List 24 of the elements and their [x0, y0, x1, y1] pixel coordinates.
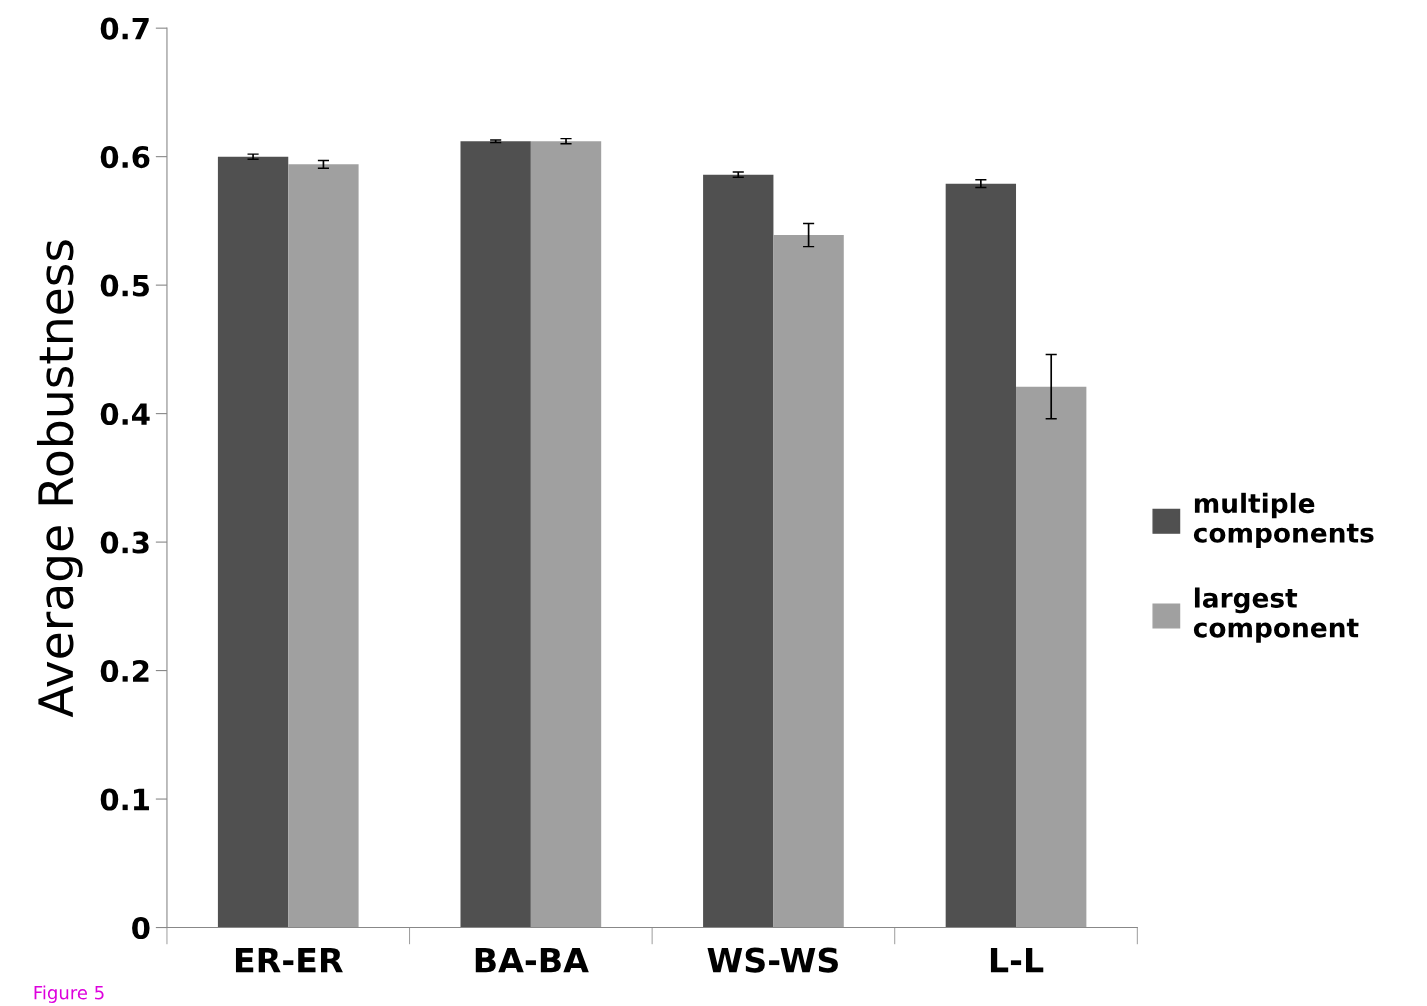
y-tick-label: 0.4 [100, 403, 150, 426]
caption: Figure 5 [34, 985, 104, 1003]
y-tick-label: 0.3 [100, 531, 149, 554]
x-tick-label: WS-WS [707, 947, 838, 973]
bar [217, 156, 289, 928]
bar [288, 164, 359, 928]
x-tick-label: ER-ER [235, 948, 343, 973]
legend-label: multiple components [1193, 492, 1374, 548]
y-axis-title: Average Robustness [36, 240, 83, 718]
bar [773, 235, 844, 928]
y-tick-label: 0.6 [100, 146, 150, 169]
bar [460, 141, 531, 928]
bar [1016, 386, 1087, 928]
x-tick-label: L-L [990, 948, 1044, 973]
bar [530, 141, 602, 928]
x-tick-label: BA-BA [475, 948, 589, 973]
y-tick-label: 0.2 [100, 660, 149, 683]
y-tick-label: 0.5 [100, 274, 149, 297]
y-tick-label: 0.1 [100, 788, 149, 811]
legend-label: largest component [1193, 587, 1359, 643]
y-tick-label: 0 [132, 916, 150, 940]
bar [945, 183, 1017, 928]
bar [703, 174, 774, 928]
y-tick-label: 0.7 [100, 17, 149, 40]
